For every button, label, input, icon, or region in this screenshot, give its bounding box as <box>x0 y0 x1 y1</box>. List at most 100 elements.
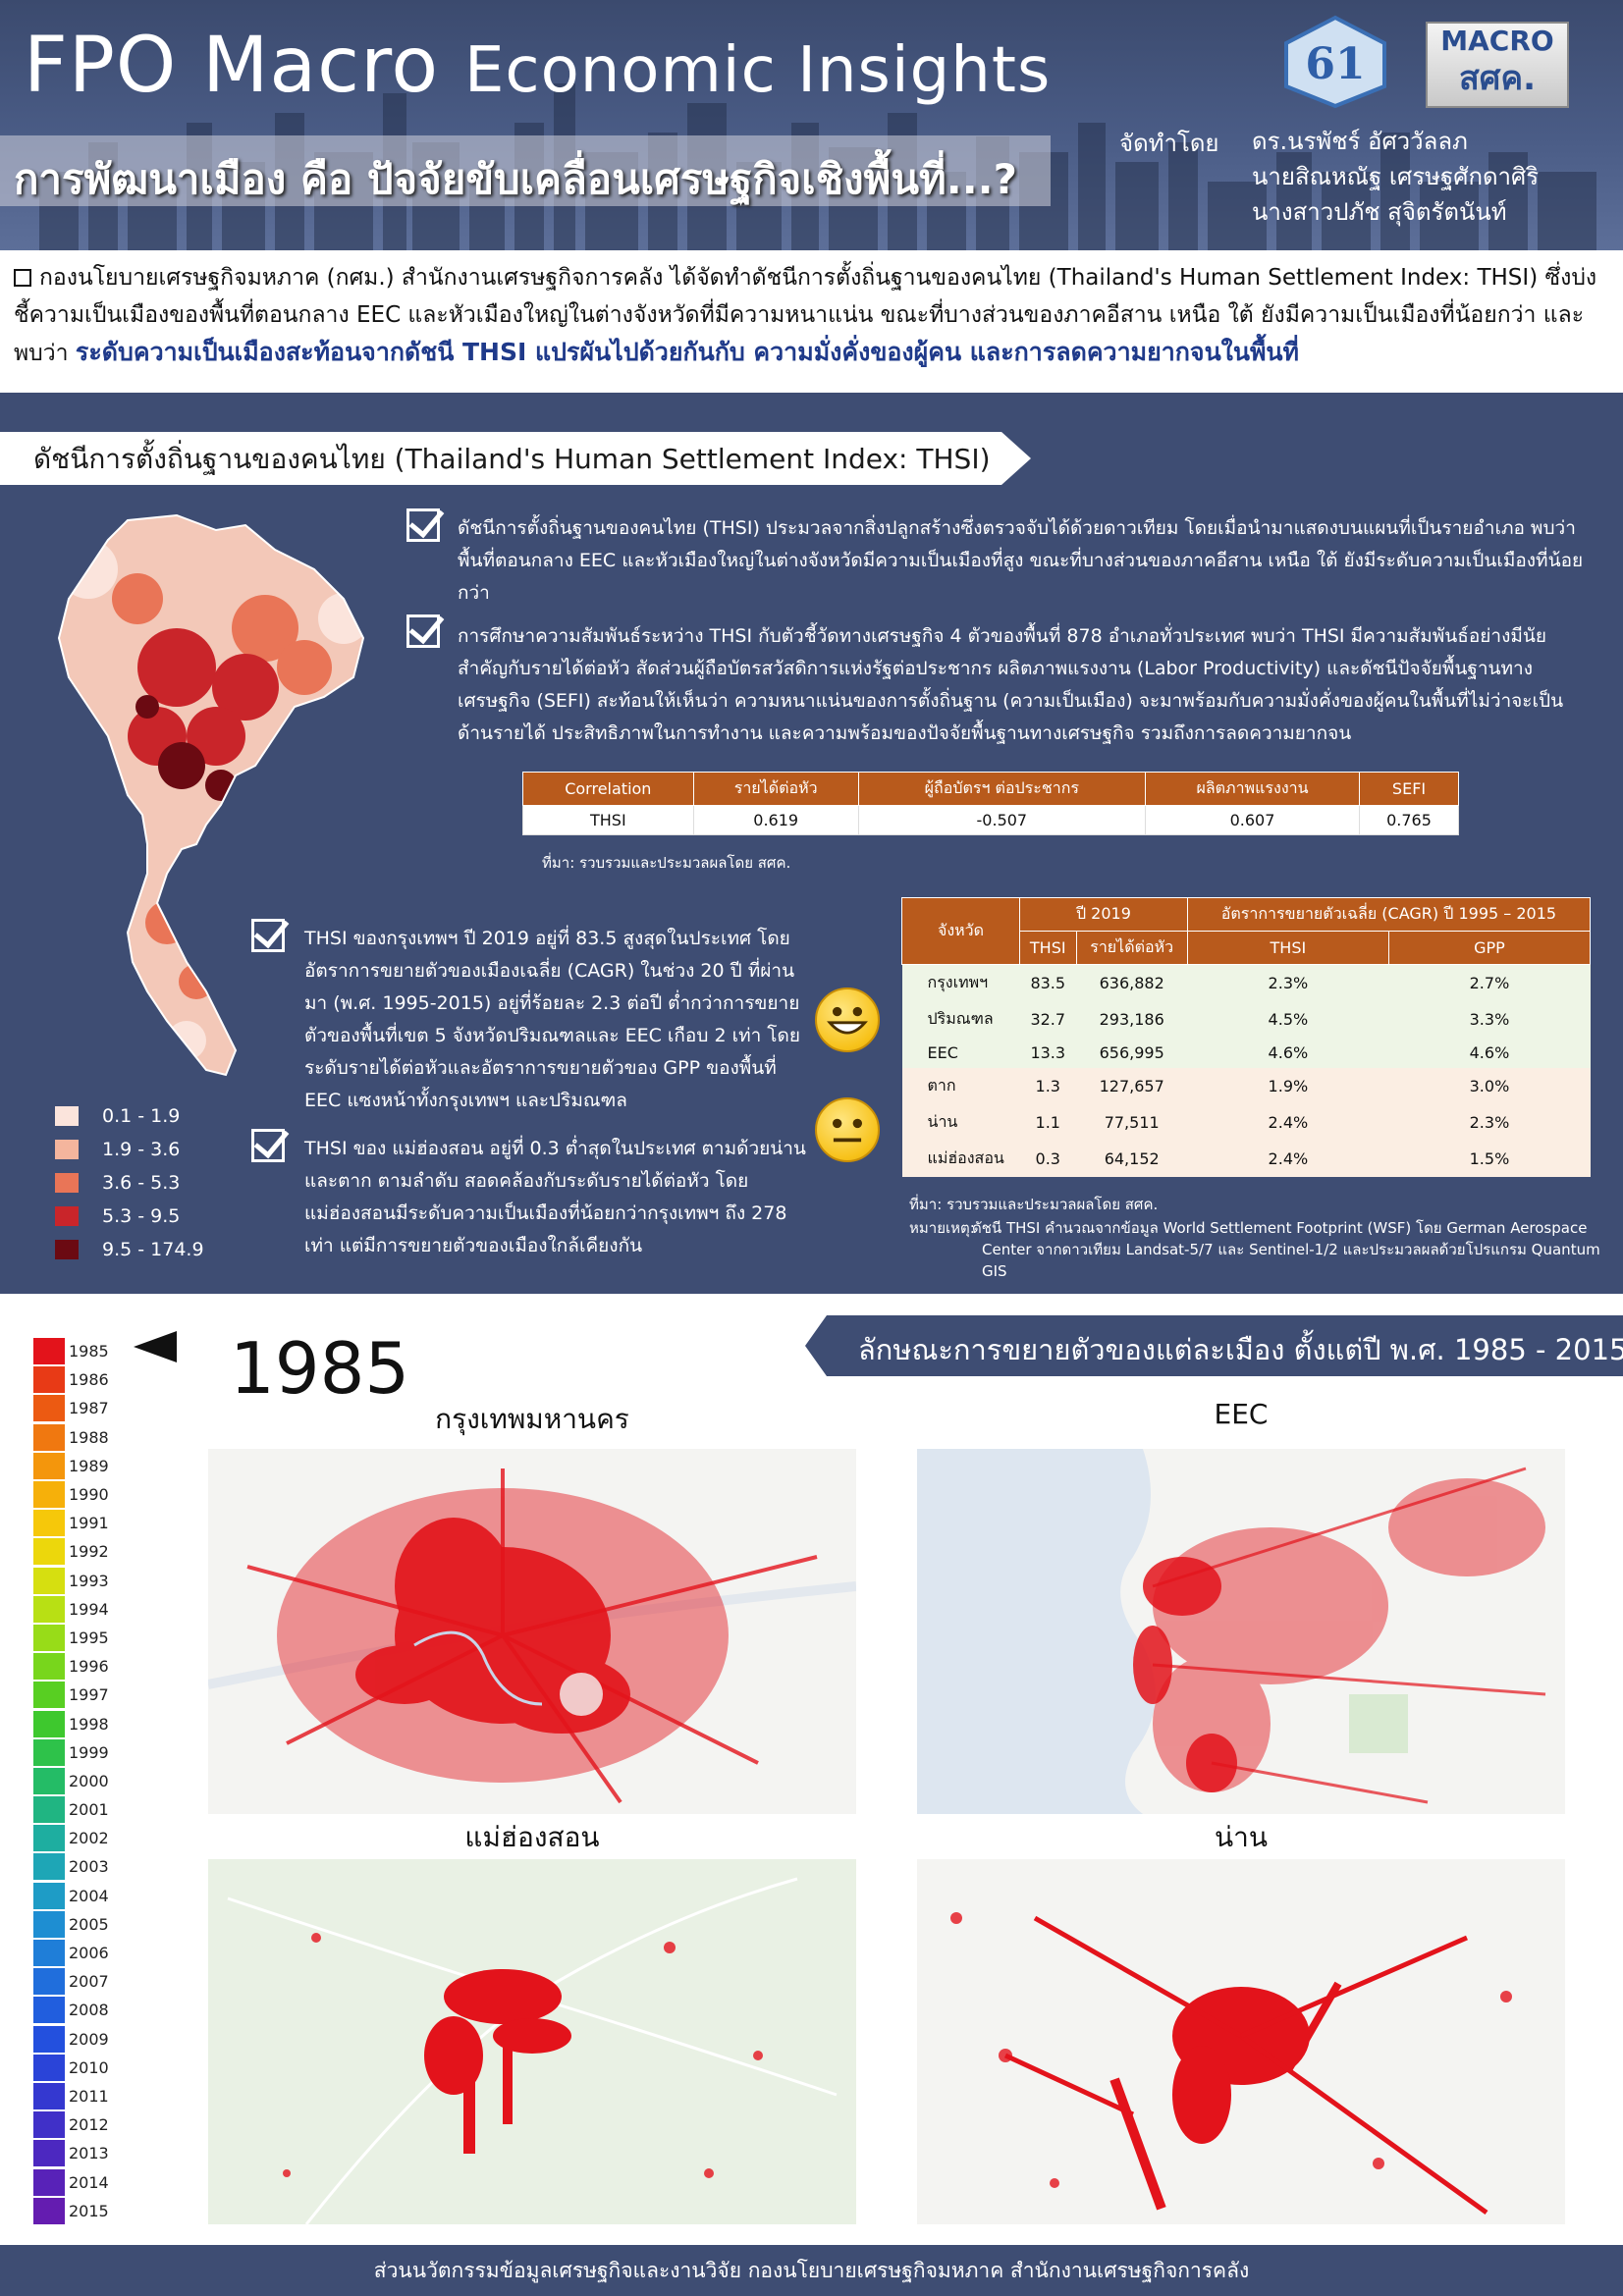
table-cell: 1.3 <box>1019 1068 1077 1104</box>
year-swatch <box>33 1738 65 1766</box>
year-label: 1989 <box>69 1456 109 1475</box>
year-pointer-icon <box>134 1331 177 1362</box>
bullet-text-1: ดัชนีการตั้งถิ่นฐานของคนไทย (THSI) ประมว… <box>458 517 1584 604</box>
year-label: 2012 <box>69 2115 109 2135</box>
year-legend-item: 1995 <box>33 1624 109 1652</box>
table-row: ตาก 1.3 127,657 1.9% 3.0% <box>901 1068 1591 1104</box>
year-swatch <box>33 1395 65 1422</box>
table-row: ปริมณฑล 32.7 293,186 4.5% 3.3% <box>901 1001 1591 1038</box>
year-label: 2002 <box>69 1829 109 1848</box>
year-label: 2013 <box>69 2144 109 2163</box>
table-subheader: THSI <box>1019 931 1077 965</box>
year-legend-item: 2001 <box>33 1795 109 1824</box>
current-year: 1985 <box>230 1327 410 1410</box>
subtitle-background <box>0 135 1051 206</box>
year-label: 1999 <box>69 1742 109 1762</box>
year-legend-item: 2004 <box>33 1882 109 1910</box>
author-name: นายสิณหณัฐ เศรษฐศักดาศิริ <box>1252 163 1540 190</box>
year-legend-item: 1996 <box>33 1652 109 1681</box>
table-cell: 636,882 <box>1076 964 1188 1001</box>
province-table: จังหวัด ปี 2019 อัตราการขยายตัวเฉลี่ย (C… <box>901 897 1592 1177</box>
page-header: FPO Macro Economic Insights การพัฒนาเมือ… <box>0 0 1623 250</box>
year-label: 1991 <box>69 1514 109 1533</box>
table-cell: ตาก <box>901 1068 1020 1104</box>
table-cell: 0.607 <box>1144 805 1361 835</box>
expansion-banner-title: ลักษณะการขยายตัวของแต่ละเมือง ตั้งแต่ปี … <box>858 1333 1623 1366</box>
province-table-note-1: ดัชนี THSI คำนวณจากข้อมูล World Settleme… <box>972 1219 1588 1237</box>
bangkok-expansion-map <box>208 1449 856 1814</box>
table-cell: 0.765 <box>1359 805 1459 835</box>
checkbox-square-icon <box>14 269 31 287</box>
logo-61-text: 61 <box>1305 39 1365 89</box>
year-swatch <box>33 2082 65 2109</box>
table-cell: 32.7 <box>1019 1001 1077 1038</box>
year-legend-item: 1993 <box>33 1567 109 1595</box>
map-title-mae-hong-son: แม่ฮ่องสอน <box>464 1821 600 1853</box>
year-legend-item: 1994 <box>33 1595 109 1624</box>
year-legend-item: 2005 <box>33 1910 109 1939</box>
year-legend-item: 1986 <box>33 1365 109 1394</box>
year-swatch <box>33 1825 65 1852</box>
table-cell: 293,186 <box>1076 1001 1188 1038</box>
table-header: Correlation <box>522 772 694 806</box>
year-legend-item: 1992 <box>33 1537 109 1566</box>
expansion-banner-shape <box>805 1315 1623 1376</box>
year-legend-item: 2015 <box>33 2197 109 2225</box>
year-legend-item: 2012 <box>33 2110 109 2139</box>
table-header: ผู้ถือบัตรฯ ต่อประชากร <box>857 772 1146 806</box>
checkmark-icon <box>251 919 285 952</box>
table-row: แม่ฮ่องสอน 0.3 64,152 2.4% 1.5% <box>901 1141 1591 1177</box>
table-header: รายได้ต่อหัว <box>692 772 859 806</box>
year-swatch <box>33 1595 65 1623</box>
year-swatch <box>33 2111 65 2139</box>
year-label: 1988 <box>69 1427 109 1447</box>
year-swatch <box>33 1510 65 1537</box>
province-table-note-2: Center จากดาวเทียม Landsat-5/7 และ Senti… <box>982 1241 1600 1280</box>
legend-swatch <box>55 1140 79 1159</box>
page-subtitle: การพัฒนาเมือง คือ ปัจจัยขับเคลื่อนเศรษฐก… <box>14 155 1017 203</box>
year-legend-item: 2014 <box>33 2167 109 2196</box>
table-cell: 1.9% <box>1187 1068 1389 1104</box>
intro-highlight: ระดับความเป็นเมืองสะท้อนจากดัชนี THSI แป… <box>75 338 1299 366</box>
table-subheader: THSI <box>1186 931 1389 965</box>
year-swatch <box>33 1366 65 1394</box>
table-row: น่าน 1.1 77,511 2.4% 2.3% <box>901 1104 1591 1141</box>
table-header: SEFI <box>1359 772 1459 806</box>
prepared-by-label: จัดทำโดย <box>1119 130 1219 157</box>
checkmark-icon <box>406 614 440 648</box>
author-name: นางสาวปภัช สุจิตรัตนันท์ <box>1252 198 1507 226</box>
year-swatch <box>33 1653 65 1681</box>
year-swatch <box>33 1910 65 1938</box>
year-label: 2008 <box>69 2001 109 2020</box>
year-swatch <box>33 1452 65 1479</box>
table-cell: 0.619 <box>692 805 859 835</box>
year-swatch <box>33 1853 65 1881</box>
map-title-nan: น่าน <box>1214 1821 1268 1853</box>
year-swatch <box>33 1796 65 1824</box>
table-header: ปี 2019 <box>1019 897 1188 932</box>
legend-label: 0.1 - 1.9 <box>102 1105 181 1127</box>
61-anniversary-logo: 61 <box>1284 15 1386 109</box>
macro-logo-top: MACRO <box>1440 25 1554 57</box>
map-title-bangkok: กรุงเทพมหานคร <box>435 1403 629 1435</box>
year-swatch <box>33 1767 65 1794</box>
year-swatch <box>33 1940 65 1967</box>
year-swatch <box>33 2168 65 2196</box>
year-label: 1998 <box>69 1714 109 1734</box>
year-label: 2004 <box>69 1886 109 1905</box>
year-label: 1995 <box>69 1628 109 1647</box>
table-cell: น่าน <box>901 1104 1020 1141</box>
year-label: 2001 <box>69 1800 109 1820</box>
legend-item: 9.5 - 174.9 <box>55 1233 204 1266</box>
table-cell: 2.4% <box>1187 1141 1389 1177</box>
intro-paragraph: กองนโยบายเศรษฐกิจมหภาค (กศม.) สำนักงานเศ… <box>14 259 1609 372</box>
table-cell: 4.5% <box>1187 1001 1389 1038</box>
year-legend-item: 1988 <box>33 1423 109 1452</box>
table-row: EEC 13.3 656,995 4.6% 4.6% <box>901 1038 1591 1068</box>
year-swatch <box>33 1710 65 1737</box>
year-label: 2014 <box>69 2172 109 2192</box>
correlation-table: Correlation รายได้ต่อหัว ผู้ถือบัตรฯ ต่อ… <box>522 772 1459 835</box>
page-footer: ส่วนนวัตกรรมข้อมูลเศรษฐกิจและงานวิจัย กอ… <box>0 2245 1623 2296</box>
year-swatch <box>33 1624 65 1651</box>
year-label: 2009 <box>69 2029 109 2049</box>
